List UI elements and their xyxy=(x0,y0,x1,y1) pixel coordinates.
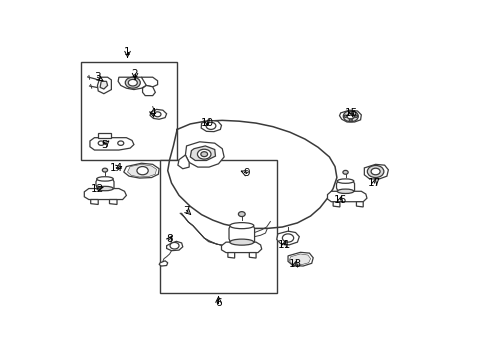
Text: 11: 11 xyxy=(277,240,290,250)
Polygon shape xyxy=(91,200,98,205)
Polygon shape xyxy=(98,133,111,138)
Circle shape xyxy=(98,141,104,145)
Circle shape xyxy=(354,115,357,117)
Circle shape xyxy=(136,166,148,175)
Polygon shape xyxy=(96,179,114,188)
Bar xyxy=(81,62,177,160)
Polygon shape xyxy=(190,146,215,161)
Polygon shape xyxy=(363,164,388,179)
Circle shape xyxy=(206,122,215,130)
Polygon shape xyxy=(333,202,339,207)
Ellipse shape xyxy=(229,239,253,245)
Polygon shape xyxy=(327,191,366,202)
Ellipse shape xyxy=(96,177,113,181)
Polygon shape xyxy=(97,77,111,94)
Ellipse shape xyxy=(336,179,353,183)
Polygon shape xyxy=(221,242,261,253)
Circle shape xyxy=(370,168,379,175)
Circle shape xyxy=(342,170,348,174)
Circle shape xyxy=(118,141,123,145)
Polygon shape xyxy=(228,226,254,242)
Text: 16: 16 xyxy=(333,195,347,205)
Text: 9: 9 xyxy=(243,169,249,178)
Polygon shape xyxy=(249,253,256,258)
Polygon shape xyxy=(336,181,354,191)
Polygon shape xyxy=(118,77,146,90)
Circle shape xyxy=(238,212,245,217)
Polygon shape xyxy=(166,241,182,251)
Polygon shape xyxy=(288,254,310,265)
Polygon shape xyxy=(287,252,313,266)
Polygon shape xyxy=(109,200,117,205)
Text: 3: 3 xyxy=(94,72,101,82)
Polygon shape xyxy=(150,109,166,119)
Polygon shape xyxy=(142,85,155,96)
Circle shape xyxy=(348,111,351,114)
Ellipse shape xyxy=(336,189,353,193)
Text: 10: 10 xyxy=(200,117,213,127)
Circle shape xyxy=(348,119,351,121)
Polygon shape xyxy=(201,120,221,132)
Text: 14: 14 xyxy=(109,163,122,173)
Bar xyxy=(160,160,276,293)
Polygon shape xyxy=(159,261,167,266)
Circle shape xyxy=(200,152,207,157)
Text: 7: 7 xyxy=(183,206,189,216)
Circle shape xyxy=(128,79,137,86)
Text: 1: 1 xyxy=(124,47,131,57)
Text: 4: 4 xyxy=(149,108,156,118)
Polygon shape xyxy=(123,163,159,178)
Text: 2: 2 xyxy=(132,70,138,80)
Text: 5: 5 xyxy=(102,140,108,150)
Circle shape xyxy=(366,165,383,177)
Circle shape xyxy=(343,111,358,122)
Circle shape xyxy=(125,77,140,88)
Polygon shape xyxy=(127,164,156,177)
Circle shape xyxy=(347,114,354,119)
Ellipse shape xyxy=(229,223,253,229)
Circle shape xyxy=(197,149,211,159)
Circle shape xyxy=(102,168,107,172)
Text: 13: 13 xyxy=(288,259,302,269)
Text: 12: 12 xyxy=(91,183,104,193)
Polygon shape xyxy=(339,110,361,122)
Polygon shape xyxy=(356,202,363,207)
Text: 8: 8 xyxy=(166,235,173,245)
Circle shape xyxy=(170,242,179,249)
Circle shape xyxy=(343,115,347,117)
Text: 6: 6 xyxy=(215,298,221,308)
Polygon shape xyxy=(141,77,157,87)
Polygon shape xyxy=(178,155,189,169)
Circle shape xyxy=(154,112,161,117)
Polygon shape xyxy=(227,253,234,258)
Polygon shape xyxy=(185,142,224,167)
Polygon shape xyxy=(276,231,299,245)
Circle shape xyxy=(282,234,293,242)
Ellipse shape xyxy=(96,186,113,191)
Text: 15: 15 xyxy=(345,108,358,118)
Polygon shape xyxy=(90,138,134,150)
Polygon shape xyxy=(84,188,126,200)
Polygon shape xyxy=(100,81,107,89)
Text: 17: 17 xyxy=(367,178,380,188)
